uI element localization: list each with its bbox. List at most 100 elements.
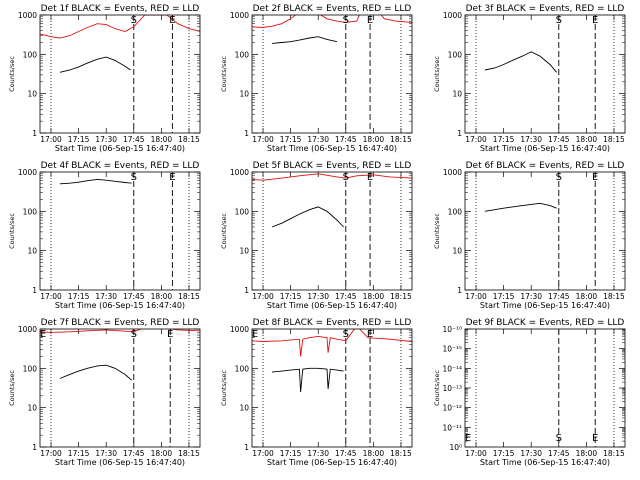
x-tick-label: 18:15 (178, 135, 200, 144)
x-tick-label: 17:15 (493, 292, 515, 301)
marker-e: E (40, 329, 46, 340)
x-tick-label: 17:00 (465, 135, 487, 144)
x-tick-label: 17:00 (252, 135, 274, 144)
y-tick-label: 1 (244, 129, 249, 138)
events-series-line (59, 178, 132, 185)
lld-series-line (252, 15, 412, 28)
x-tick-label: 17:30 (520, 135, 542, 144)
x-tick-label: 17:00 (40, 292, 62, 301)
lld-series-line (40, 15, 200, 39)
events-series-line (59, 364, 132, 381)
y-axis-label: Counts/sec (8, 370, 16, 406)
panel-4: Det 4f BLACK = Events, RED = LLD 1 10 100 10… (8, 161, 201, 310)
marker-s: S (556, 433, 562, 444)
x-tick-label: 18:00 (363, 292, 385, 301)
y-tick-label: 10 (27, 90, 37, 99)
plot-frame (464, 171, 626, 291)
x-tick-label: 18:00 (576, 135, 598, 144)
marker-s: S (131, 329, 137, 340)
x-tick-label: 18:15 (603, 135, 625, 144)
x-tick-label: 17:45 (548, 135, 570, 144)
y-tick-label: 10⁻¹² (442, 404, 462, 413)
y-tick-label: 1000 (230, 168, 249, 177)
y-tick-label: 1 (32, 443, 37, 452)
plot-frame (251, 328, 413, 448)
marker-e: E (367, 329, 373, 340)
x-tick-label: 18:00 (576, 449, 598, 458)
x-tick-label: 17:15 (280, 449, 302, 458)
x-tick-label: 17:15 (68, 135, 90, 144)
marker-e: E (465, 433, 471, 444)
x-tick-label: 17:00 (40, 449, 62, 458)
y-tick-label: 100 (23, 50, 38, 59)
x-tick-label: 17:30 (520, 292, 542, 301)
x-tick-label: 18:00 (363, 449, 385, 458)
panel-title: Det 3f BLACK = Events, RED = LLD (466, 4, 625, 14)
y-tick-label: 1 (244, 286, 249, 295)
x-tick-label: 18:15 (178, 292, 200, 301)
x-tick-label: 17:00 (252, 292, 274, 301)
marker-e: E (367, 172, 373, 183)
y-tick-label: 10⁻¹⁰ (442, 325, 462, 334)
x-tick-label: 18:00 (151, 292, 173, 301)
x-tick-label: 17:30 (95, 292, 117, 301)
x-tick-label: 17:30 (307, 449, 329, 458)
panel-title: Det 8f BLACK = Events, RED = LLD (253, 318, 412, 328)
x-tick-label: 17:45 (335, 292, 357, 301)
x-tick-label: 17:15 (68, 292, 90, 301)
marker-s: S (131, 172, 137, 183)
marker-e: E (252, 329, 258, 340)
x-axis-label: Start Time (06-Sep-15 16:47:40) (267, 144, 397, 153)
x-axis-label: Start Time (06-Sep-15 16:47:40) (55, 144, 185, 153)
x-tick-label: 18:00 (363, 135, 385, 144)
events-series-line (484, 202, 557, 212)
plot-frame (39, 14, 201, 134)
plot-frame (251, 14, 413, 134)
x-tick-label: 17:15 (493, 135, 515, 144)
plot-frame (39, 328, 201, 448)
x-axis-label: Start Time (06-Sep-15 16:47:40) (480, 458, 610, 467)
x-tick-label: 17:30 (95, 135, 117, 144)
panel-title: Det 7f BLACK = Events, RED = LLD (41, 318, 200, 328)
y-axis-label: Counts/sec (220, 56, 228, 92)
events-series-line (59, 56, 131, 73)
y-tick-label: 1000 (18, 11, 37, 20)
y-axis-label: Counts/sec (433, 56, 441, 92)
x-tick-label: 17:45 (548, 292, 570, 301)
marker-e: E (592, 15, 598, 26)
marker-s: S (343, 15, 349, 26)
marker-e: E (367, 15, 373, 26)
x-tick-label: 17:15 (280, 135, 302, 144)
x-tick-label: 18:00 (151, 449, 173, 458)
panel-title: Det 1f BLACK = Events, RED = LLD (41, 4, 200, 14)
y-tick-label: 100 (23, 207, 38, 216)
y-tick-label: 1000 (230, 11, 249, 20)
events-series-line (271, 36, 338, 44)
events-series-line (484, 51, 557, 73)
x-tick-label: 18:15 (603, 292, 625, 301)
panel-9: Det 9f BLACK = Events, RED = LLD 10⁰ 10⁻¹¹… (433, 318, 626, 467)
x-tick-label: 17:45 (123, 292, 145, 301)
y-tick-label: 1 (32, 286, 37, 295)
y-tick-label: 1 (457, 286, 462, 295)
y-tick-label: 100 (235, 207, 250, 216)
x-axis-label: Start Time (06-Sep-15 16:47:40) (480, 144, 610, 153)
y-tick-label: 10⁻¹¹ (442, 423, 462, 432)
x-axis-label: Start Time (06-Sep-15 16:47:40) (267, 458, 397, 467)
x-tick-label: 18:15 (178, 449, 200, 458)
x-tick-label: 17:45 (548, 449, 570, 458)
x-tick-label: 17:00 (465, 449, 487, 458)
y-tick-label: 1000 (443, 11, 462, 20)
y-tick-label: 100 (235, 364, 250, 373)
y-tick-label: 1000 (18, 168, 37, 177)
x-tick-label: 18:15 (603, 449, 625, 458)
x-tick-label: 17:45 (335, 449, 357, 458)
y-axis-label: Counts/sec (8, 56, 16, 92)
x-tick-label: 17:15 (280, 292, 302, 301)
x-tick-label: 17:30 (95, 449, 117, 458)
y-tick-label: 10 (239, 90, 249, 99)
panel-6: Det 6f BLACK = Events, RED = LLD 1 10 100 10… (433, 161, 626, 310)
x-tick-label: 18:15 (390, 449, 412, 458)
x-tick-label: 17:45 (335, 135, 357, 144)
